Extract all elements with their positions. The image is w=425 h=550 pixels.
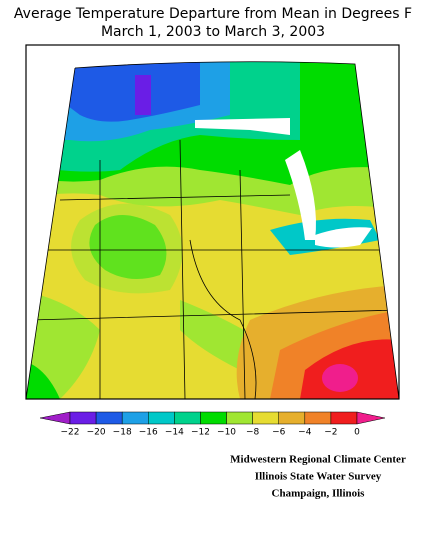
- color-bar: −22 −20 −18 −16 −14 −12 −10 −8 −6 −4 −2 0: [39, 411, 386, 438]
- color-swatch: [330, 411, 358, 425]
- color-arrow: [356, 411, 386, 425]
- map-frame: [25, 44, 400, 400]
- credit: Champaign, Illinois: [272, 488, 366, 500]
- color-swatch: [278, 411, 306, 425]
- color-swatch: [95, 411, 123, 425]
- color-tick-label: −4: [298, 428, 312, 438]
- color-tick-label: −2: [324, 428, 337, 438]
- color-tick-label: −16: [139, 428, 158, 438]
- map: [26, 61, 399, 399]
- color-swatch: [226, 411, 253, 425]
- color-swatch: [174, 411, 201, 425]
- credit: Midwestern Regional Climate Center: [230, 454, 406, 466]
- color-tick-label: 0: [354, 428, 360, 438]
- color-tick-label: −20: [87, 428, 106, 438]
- color-swatch: [121, 411, 149, 425]
- color-swatch: [69, 411, 97, 425]
- color-swatch: [200, 411, 227, 425]
- color-tick-label: −14: [165, 428, 184, 438]
- color-tick-label: −6: [272, 428, 286, 438]
- credit: Illinois State Water Survey: [255, 471, 382, 483]
- color-swatch: [148, 411, 175, 425]
- title: Average Temperature Departure from Mean …: [14, 6, 412, 22]
- color-tick-label: −10: [217, 428, 236, 438]
- color-tick-label: −22: [61, 428, 80, 438]
- color-swatch: [304, 411, 332, 425]
- color-tick-label: −18: [113, 428, 132, 438]
- color-arrow: [39, 411, 71, 425]
- color-swatch: [252, 411, 279, 425]
- color-tick-label: −8: [246, 428, 260, 438]
- subtitle: March 1, 2003 to March 3, 2003: [101, 24, 325, 40]
- color-tick-label: −12: [191, 428, 210, 438]
